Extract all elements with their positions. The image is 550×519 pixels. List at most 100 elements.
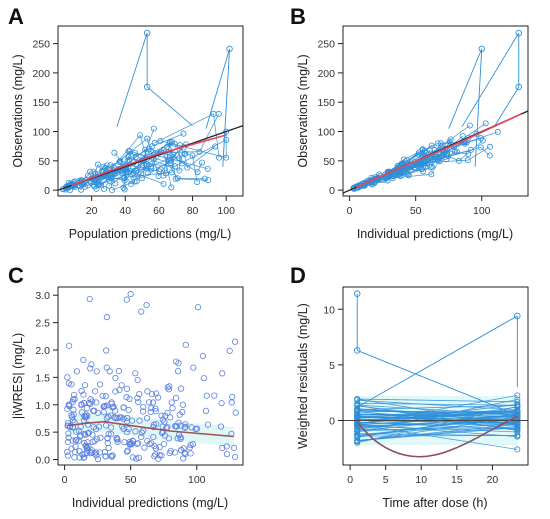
data-point (228, 399, 235, 406)
data-point (85, 429, 92, 436)
data-point (152, 405, 159, 412)
data-point (158, 412, 165, 419)
data-point (168, 399, 175, 406)
data-point (150, 421, 157, 428)
data-point (64, 374, 71, 381)
data-point (123, 428, 130, 436)
data-point (447, 136, 454, 143)
data-point (65, 430, 72, 437)
data-point (134, 376, 141, 384)
data-point (514, 421, 521, 428)
data-point (137, 132, 144, 139)
data-point (190, 364, 197, 371)
y-tick-label: 150 (317, 97, 335, 109)
data-point (194, 178, 201, 185)
data-point (179, 408, 186, 416)
data-point (96, 381, 104, 388)
data-point (90, 168, 97, 175)
subject-line (357, 409, 518, 418)
subject-line (357, 424, 518, 450)
data-point (482, 120, 489, 127)
outlier-line (461, 32, 520, 128)
subject-line (357, 410, 518, 424)
data-point (216, 154, 223, 161)
data-point (108, 175, 115, 182)
data-point (212, 143, 219, 150)
data-point (141, 444, 148, 451)
outlier-line (474, 48, 483, 167)
y-tick-label: 1.5 (35, 372, 50, 384)
panel-c-plot-layer (64, 291, 239, 463)
data-point (229, 393, 236, 401)
data-point (204, 421, 212, 428)
data-point (160, 180, 167, 187)
data-point (116, 386, 123, 394)
data-point (354, 419, 361, 426)
panel-a-x-axis-label: Population predictions (mg/L) (69, 227, 232, 241)
panel-b-y-ticks: 0 50 100 150 200 250 (317, 39, 343, 197)
data-point (70, 406, 77, 413)
data-point (129, 454, 136, 461)
panel-b-x-axis-label: Individual predictions (mg/L) (357, 227, 513, 241)
data-point (139, 408, 147, 415)
data-point (145, 145, 152, 152)
data-point (354, 430, 361, 437)
data-point (106, 368, 113, 375)
data-point (83, 444, 90, 452)
panel-c-frame (57, 286, 244, 466)
data-point (166, 383, 173, 390)
data-point (112, 180, 119, 187)
data-point (486, 152, 493, 159)
data-point (415, 151, 422, 158)
data-point (124, 447, 131, 454)
subject-line (357, 410, 518, 416)
data-point (76, 182, 83, 189)
y-tick-label: 0 (329, 185, 335, 197)
data-point (150, 125, 157, 132)
x-tick-label: 80 (187, 205, 199, 217)
subject-line (111, 128, 155, 191)
data-point (81, 430, 88, 438)
data-point (112, 407, 119, 414)
outlier-line (494, 86, 520, 126)
panel-b: B 0 50 100 0 50 100 150 200 250 Individual pred… (290, 4, 529, 241)
data-point (176, 167, 183, 174)
data-point (105, 413, 112, 420)
panel-a-frame (57, 25, 244, 197)
data-point (68, 445, 75, 452)
outlier-point (514, 312, 521, 320)
data-point (132, 428, 139, 435)
data-point (138, 175, 145, 182)
data-point (180, 455, 187, 462)
data-point (153, 390, 160, 397)
data-point (65, 380, 72, 387)
data-point (120, 415, 127, 422)
outlier-point (353, 347, 361, 354)
data-point (181, 151, 188, 158)
y-tick-label: 150 (32, 97, 50, 109)
data-point (68, 412, 75, 419)
panel-b-y-axis-label: Observations (mg/L) (296, 54, 310, 167)
data-point (182, 421, 189, 428)
data-point (428, 171, 435, 178)
data-point (465, 151, 472, 158)
panel-c-x-ticks: 0 50 100 (62, 465, 206, 486)
y-tick-label: 5 (329, 360, 335, 372)
data-point (73, 428, 80, 435)
data-point (112, 388, 119, 395)
data-point (144, 169, 151, 176)
data-point (354, 433, 361, 440)
data-point (157, 137, 164, 144)
panel-a: A 20 40 60 80 100 0 50 100 150 200 250 Population… (8, 4, 244, 241)
data-point (174, 175, 181, 182)
data-point (127, 441, 134, 448)
data-point (218, 400, 225, 407)
data-point (156, 452, 163, 459)
data-point (187, 450, 194, 457)
x-tick-label: 60 (153, 205, 165, 217)
data-point (111, 414, 118, 421)
y-tick-label: 100 (317, 127, 335, 139)
data-point (99, 392, 106, 399)
outlier-line (357, 315, 518, 408)
data-point (155, 172, 162, 179)
